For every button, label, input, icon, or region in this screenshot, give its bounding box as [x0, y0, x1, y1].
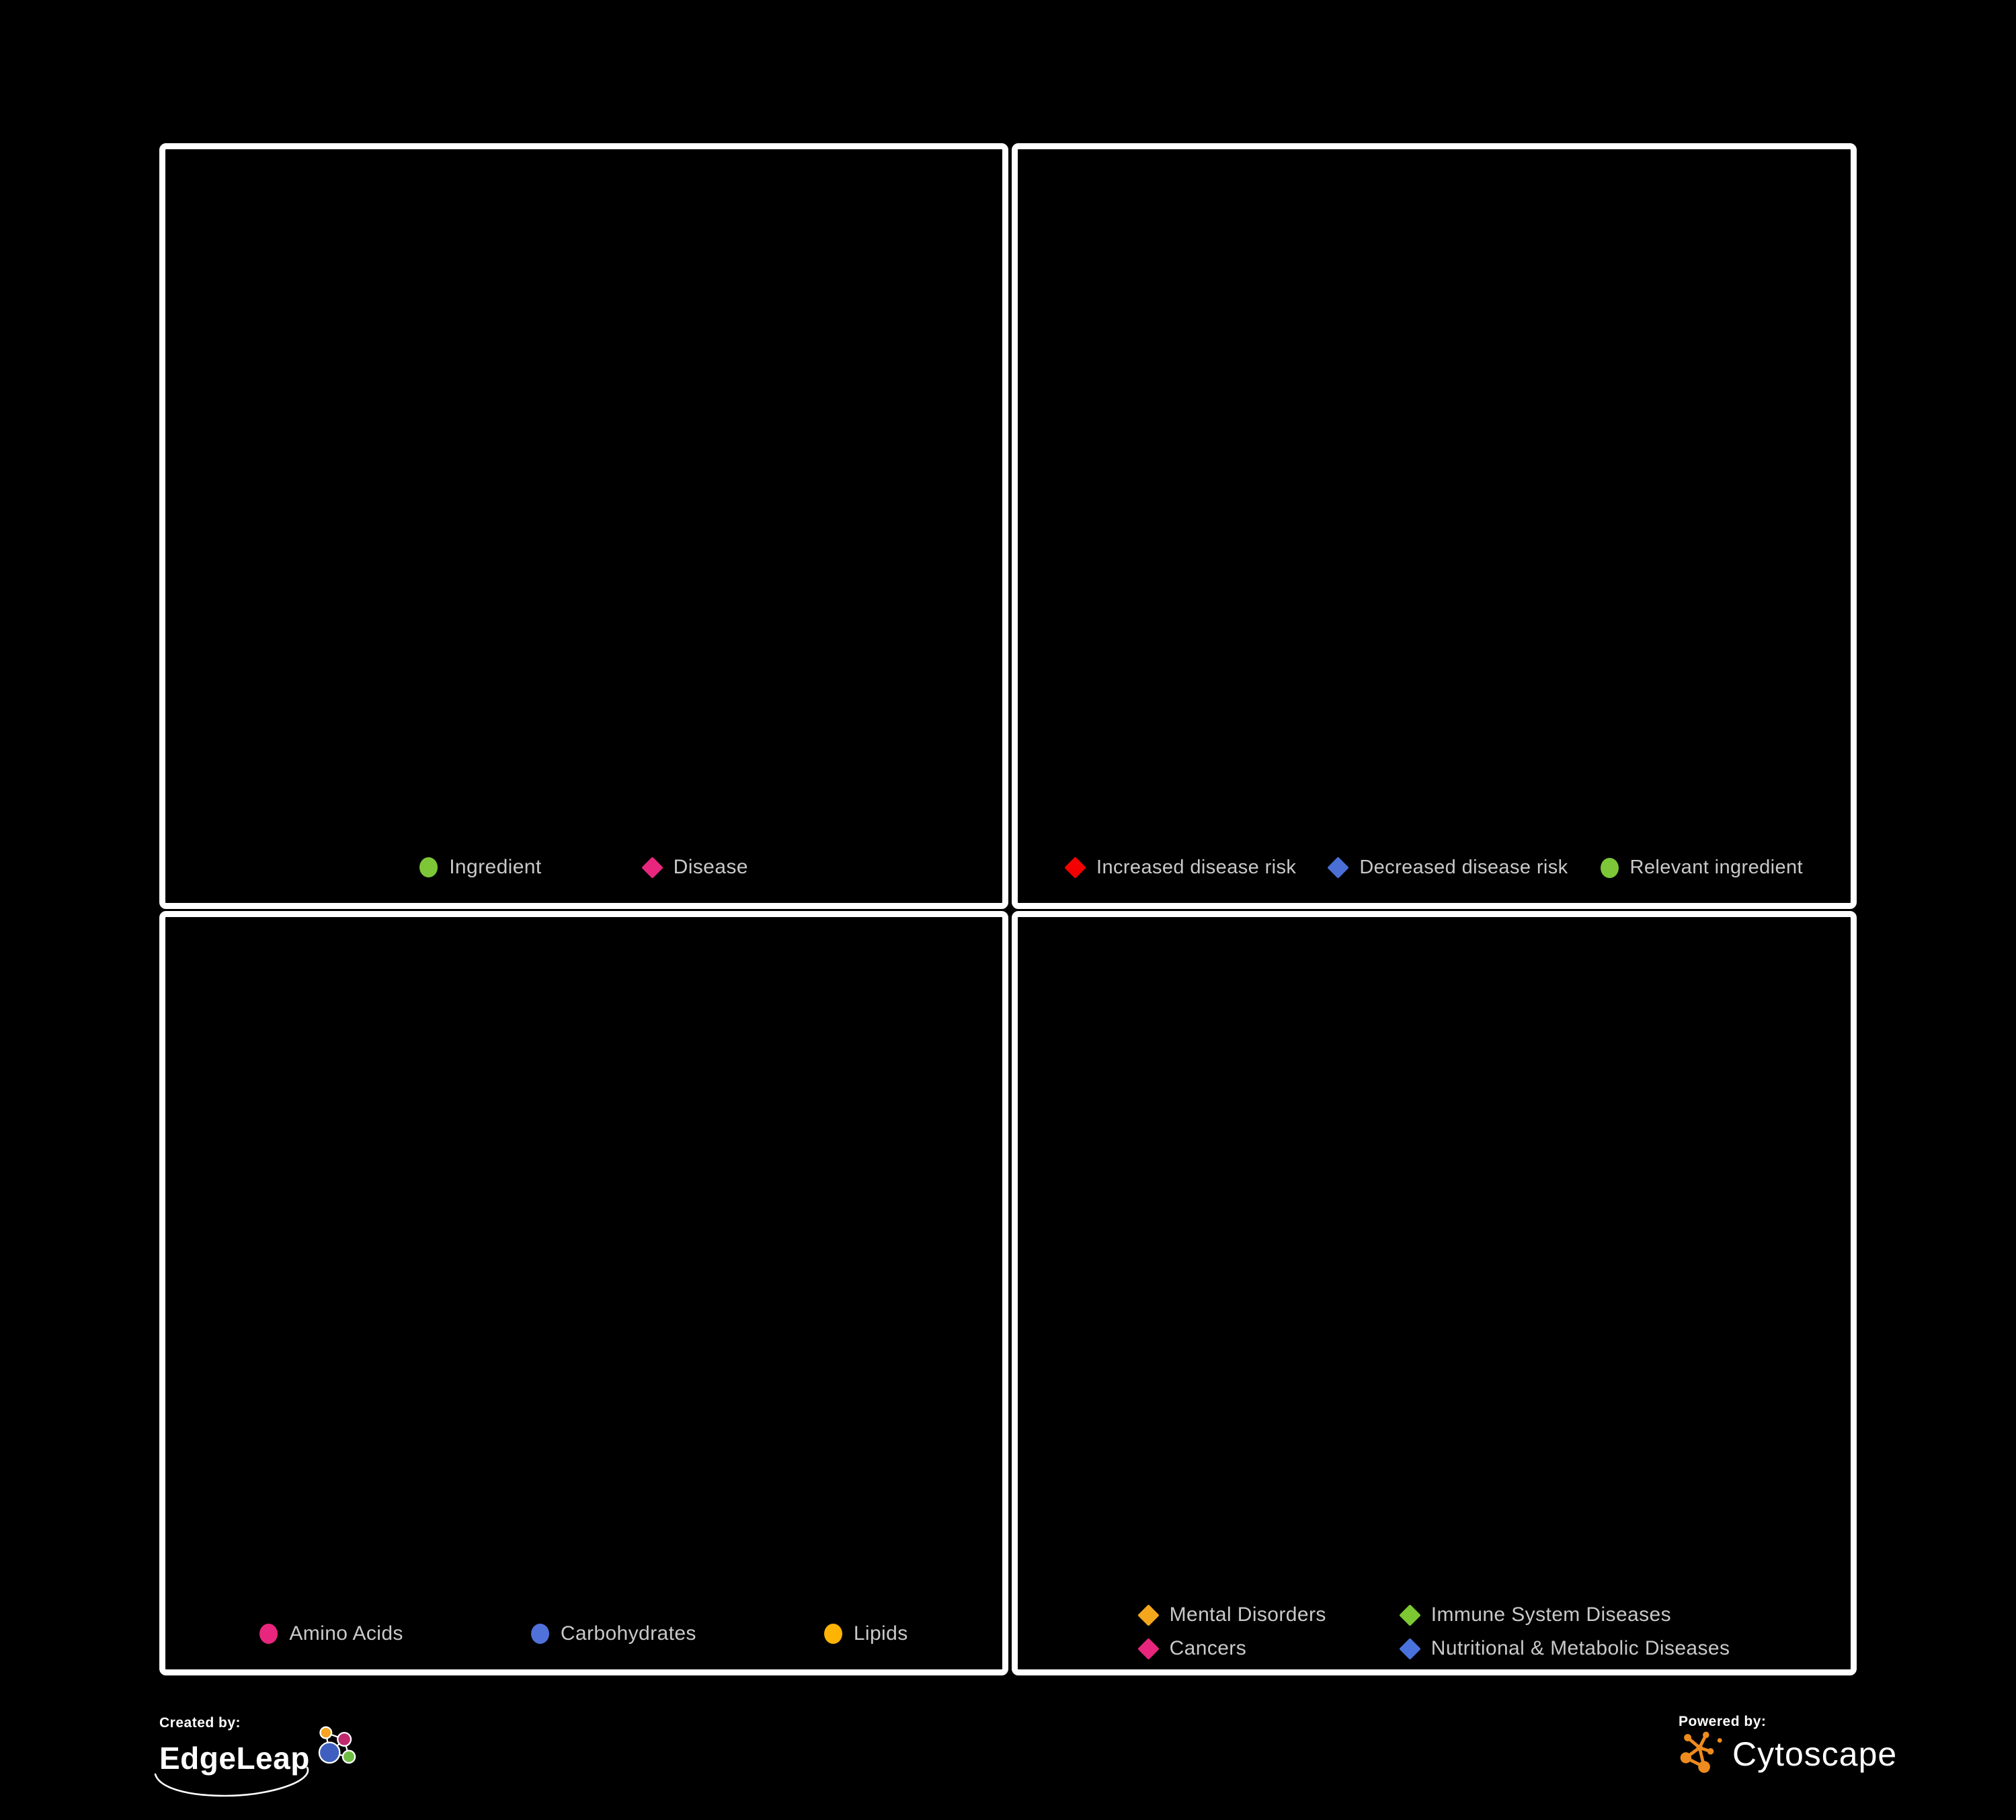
legend-item-nutritional-metabolic-diseases: Nutritional & Metabolic Diseases — [1398, 1637, 1730, 1660]
panel-ingredient-categories: Amino Acids Carbohydrates Lipids — [159, 911, 1008, 1675]
legend-swatch-diamond-icon — [1398, 1637, 1421, 1660]
legend-label: Lipids — [853, 1622, 908, 1645]
legend-swatch-diamond-icon — [1137, 1604, 1160, 1626]
legend-disease-risk: Increased disease risk Decreased disease … — [1018, 857, 1851, 879]
legend-swatch-diamond-icon — [1137, 1637, 1160, 1660]
legend-label: Ingredient — [449, 856, 542, 878]
cytoscape-wordmark: Cytoscape — [1732, 1735, 1898, 1773]
network-graph-disease-risk — [1019, 153, 1849, 806]
legend-disease-categories: Mental Disorders Immune System Diseases Ca… — [1018, 1604, 1851, 1660]
created-by-label: Created by: — [159, 1715, 241, 1731]
legend-item-amino-acids: Amino Acids — [259, 1622, 403, 1645]
legend-item-decreased-disease-risk: Decreased disease risk — [1327, 857, 1568, 879]
created-by: Created by: EdgeLeap — [154, 1715, 362, 1797]
legend-swatch-diamond-icon — [1064, 857, 1086, 879]
footer: Created by: EdgeLeap — [0, 1701, 2016, 1820]
legend-swatch-circle-icon — [259, 1624, 278, 1644]
edgeleap-swoosh-icon — [154, 1766, 309, 1797]
edgeleap-logo-icon — [318, 1726, 356, 1764]
legend-item-ingredient: Ingredient — [419, 856, 541, 879]
network-graph-disease-categories — [1019, 921, 1849, 1559]
legend-label: Disease — [673, 856, 748, 878]
legend-swatch-diamond-icon — [1327, 857, 1350, 879]
edgeleap-wordmark: EdgeLeap — [159, 1741, 310, 1776]
legend-item-disease: Disease — [641, 856, 748, 879]
panel-disease-risk: Increased disease risk Decreased disease … — [1012, 143, 1857, 909]
legend-label: Increased disease risk — [1096, 857, 1297, 878]
network-graph-ingredient-categories — [167, 921, 1001, 1573]
legend-ingredient-categories: Amino Acids Carbohydrates Lipids — [165, 1622, 1002, 1645]
panel-ingredients-diseases: Ingredient Disease — [159, 143, 1008, 909]
legend-item-carbohydrates: Carbohydrates — [530, 1622, 696, 1645]
legend-item-relevant-ingredient: Relevant ingredient — [1600, 857, 1804, 879]
legend-ingredients-diseases: Ingredient Disease — [165, 856, 1002, 879]
legend-label: Cancers — [1169, 1637, 1247, 1659]
legend-label: Decreased disease risk — [1359, 857, 1568, 878]
panel-disease-categories: Mental Disorders Immune System Diseases Ca… — [1012, 911, 1857, 1675]
legend-label: Nutritional & Metabolic Diseases — [1430, 1637, 1730, 1659]
legend-label: Relevant ingredient — [1629, 857, 1804, 878]
powered-by-label: Powered by: — [1679, 1714, 1767, 1729]
legend-label: Immune System Diseases — [1430, 1604, 1671, 1626]
legend-item-immune-system-diseases: Immune System Diseases — [1398, 1604, 1730, 1626]
legend-swatch-circle-icon — [419, 857, 438, 877]
legend-item-cancers: Cancers — [1137, 1637, 1326, 1660]
legend-label: Mental Disorders — [1169, 1604, 1326, 1626]
powered-by: Powered by: — [1679, 1714, 1897, 1777]
legend-swatch-circle-icon — [823, 1624, 842, 1644]
legend-swatch-circle-icon — [1600, 857, 1619, 878]
legend-label: Amino Acids — [289, 1622, 403, 1645]
network-graph-ingredients-diseases — [167, 153, 1001, 806]
legend-item-increased-disease-risk: Increased disease risk — [1064, 857, 1297, 879]
legend-swatch-diamond-icon — [1398, 1604, 1421, 1626]
cytoscape-logo-icon — [1680, 1731, 1722, 1773]
legend-swatch-diamond-icon — [641, 856, 663, 879]
legend-item-mental-disorders: Mental Disorders — [1137, 1604, 1326, 1626]
legend-label: Carbohydrates — [560, 1622, 696, 1645]
legend-swatch-circle-icon — [530, 1624, 549, 1644]
legend-item-lipids: Lipids — [823, 1622, 908, 1645]
